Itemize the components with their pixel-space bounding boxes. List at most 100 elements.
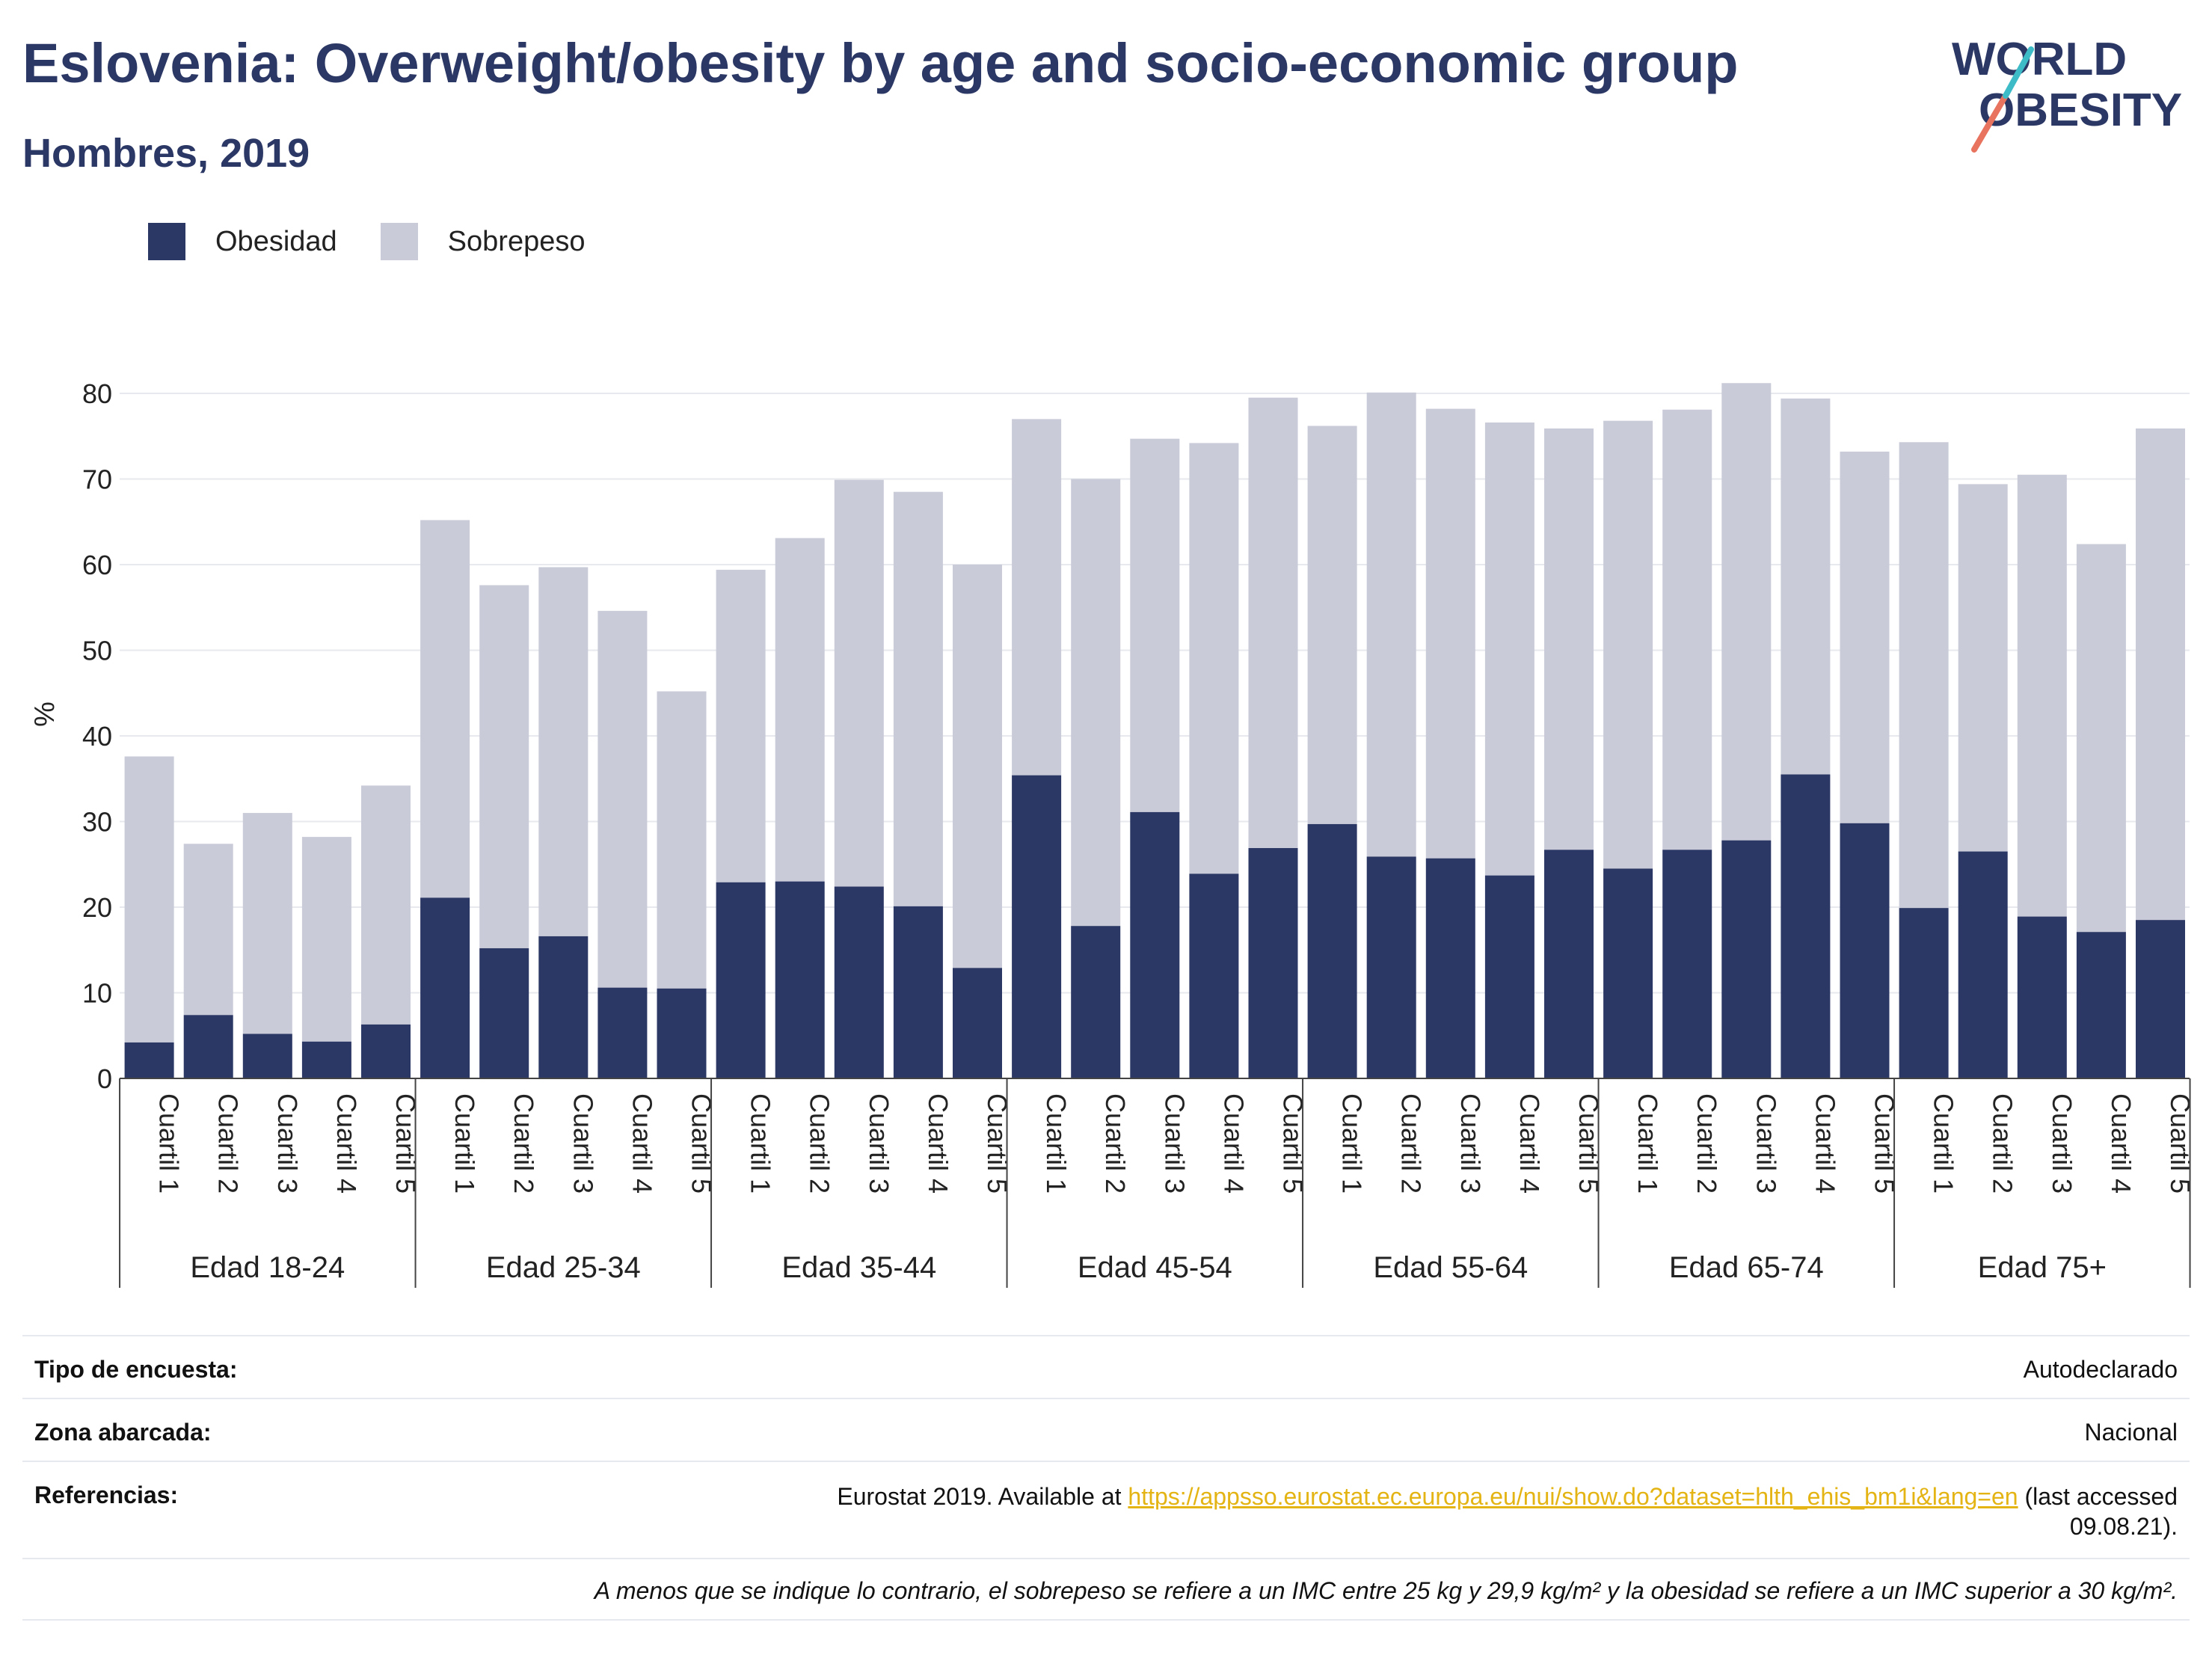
x-tick-label: Cuartil 1 (1929, 1093, 1959, 1194)
x-tick-label: Cuartil 2 (213, 1093, 244, 1194)
chart-subtitle: Hombres, 2019 (22, 131, 310, 176)
group-label: Edad 55-64 (1373, 1251, 1528, 1284)
bar-sobrepeso (1603, 420, 1653, 869)
x-tick-label: Cuartil 4 (923, 1093, 953, 1194)
x-tick-label: Cuartil 2 (1988, 1093, 2018, 1194)
y-tick-label: 20 (82, 892, 112, 923)
bar-obesidad (1071, 926, 1121, 1078)
bar-obesidad (1366, 856, 1416, 1078)
bar-obesidad (183, 1015, 233, 1078)
bar-obesidad (1544, 850, 1594, 1078)
group-label: Edad 25-34 (486, 1251, 641, 1284)
area-label: Zona abarcada: (34, 1419, 212, 1446)
bar-obesidad (893, 906, 943, 1078)
bar-obesidad (775, 881, 825, 1078)
bar-obesidad (1603, 868, 1653, 1078)
y-tick-label: 60 (82, 550, 112, 580)
bar-obesidad (1484, 875, 1534, 1078)
bar-obesidad (597, 987, 648, 1078)
bar-sobrepeso (1899, 442, 1949, 909)
bar-sobrepeso (1130, 438, 1180, 812)
y-tick-label: 50 (82, 636, 112, 666)
bar-sobrepeso (2136, 428, 2185, 921)
y-tick-label: 80 (82, 378, 112, 409)
svg-text:OBESITY: OBESITY (1979, 85, 2182, 136)
bar-obesidad (1840, 823, 1890, 1078)
x-tick-label: Cuartil 2 (509, 1093, 539, 1194)
x-tick-label: Cuartil 4 (2106, 1093, 2136, 1194)
bar-sobrepeso (1484, 422, 1534, 876)
bar-sobrepeso (716, 569, 766, 882)
x-tick-label: Cuartil 4 (331, 1093, 362, 1194)
legend-label-obesidad: Obesidad (215, 225, 337, 257)
bar-sobrepeso (1248, 397, 1298, 848)
bar-obesidad (1958, 851, 2008, 1078)
x-tick-label: Cuartil 5 (686, 1093, 717, 1194)
bar-obesidad (1781, 774, 1831, 1078)
bar-obesidad (1012, 775, 1062, 1078)
chart-legend: Obesidad Sobrepeso (148, 221, 628, 262)
x-tick-label: Cuartil 4 (627, 1093, 657, 1194)
bar-obesidad (1189, 873, 1239, 1078)
bar-sobrepeso (1544, 428, 1594, 850)
bar-sobrepeso (597, 610, 648, 988)
bar-sobrepeso (2017, 474, 2067, 917)
bar-obesidad (1307, 823, 1357, 1078)
x-tick-label: Cuartil 2 (805, 1093, 835, 1194)
x-tick-label: Cuartil 3 (2047, 1093, 2077, 1194)
area-value: Nacional (2084, 1419, 2178, 1446)
bar-obesidad (420, 897, 470, 1078)
references-row: Referencias: Eurostat 2019. Available at… (22, 1461, 2190, 1558)
bar-obesidad (1425, 858, 1475, 1078)
bar-sobrepeso (301, 837, 351, 1042)
bar-obesidad (479, 948, 529, 1078)
x-tick-label: Cuartil 5 (1278, 1093, 1309, 1194)
bar-sobrepeso (834, 479, 884, 887)
references-link[interactable]: https://appsso.eurostat.ec.europa.eu/nui… (1128, 1483, 2018, 1510)
y-axis-label: % (29, 701, 61, 727)
bar-sobrepeso (775, 538, 825, 882)
area-row: Zona abarcada: Nacional (22, 1398, 2190, 1461)
bar-sobrepeso (1071, 479, 1121, 927)
bar-obesidad (1248, 847, 1298, 1078)
legend-swatch-sobrepeso (380, 223, 418, 260)
legend-item-obesidad: Obesidad (148, 223, 337, 260)
legend-swatch-obesidad (148, 223, 185, 260)
x-tick-label: Cuartil 3 (568, 1093, 598, 1194)
y-tick-label: 30 (82, 807, 112, 838)
bar-sobrepeso (1425, 408, 1475, 859)
bar-sobrepeso (183, 844, 233, 1016)
bar-obesidad (657, 988, 707, 1078)
svg-text:WORLD: WORLD (1952, 34, 2127, 85)
bar-obesidad (1662, 850, 1712, 1078)
x-tick-label: Cuartil 5 (1870, 1093, 1900, 1194)
references-prefix: Eurostat 2019. Available at (837, 1483, 1128, 1510)
x-tick-label: Cuartil 1 (449, 1093, 480, 1194)
group-label: Edad 45-54 (1078, 1251, 1232, 1284)
group-label: Edad 35-44 (781, 1251, 936, 1284)
bar-obesidad (301, 1041, 351, 1078)
bar-obesidad (361, 1024, 411, 1078)
survey-type-label: Tipo de encuesta: (34, 1356, 238, 1383)
bar-sobrepeso (2076, 544, 2126, 933)
bar-sobrepeso (538, 567, 589, 936)
bar-sobrepeso (953, 565, 1002, 968)
y-tick-label: 0 (97, 1063, 112, 1094)
bar-obesidad (1721, 840, 1772, 1078)
x-tick-label: Cuartil 4 (1218, 1093, 1249, 1194)
note-row: A menos que se indique lo contrario, el … (22, 1558, 2190, 1621)
bar-sobrepeso (1366, 392, 1416, 857)
y-tick-label: 70 (82, 464, 112, 495)
world-obesity-logo: WORLD OBESITY (1952, 34, 2182, 153)
survey-type-value: Autodeclarado (2023, 1356, 2178, 1383)
legend-label-sobrepeso: Sobrepeso (447, 225, 586, 257)
bar-sobrepeso (893, 491, 943, 906)
definition-note: A menos que se indique lo contrario, el … (594, 1577, 2178, 1604)
bar-obesidad (1899, 908, 1949, 1078)
bar-sobrepeso (1189, 443, 1239, 874)
bar-sobrepeso (657, 691, 707, 989)
bar-obesidad (2136, 920, 2185, 1078)
x-tick-label: Cuartil 2 (1396, 1093, 1427, 1194)
bar-sobrepeso (1662, 409, 1712, 850)
x-tick-label: Cuartil 1 (154, 1093, 185, 1194)
